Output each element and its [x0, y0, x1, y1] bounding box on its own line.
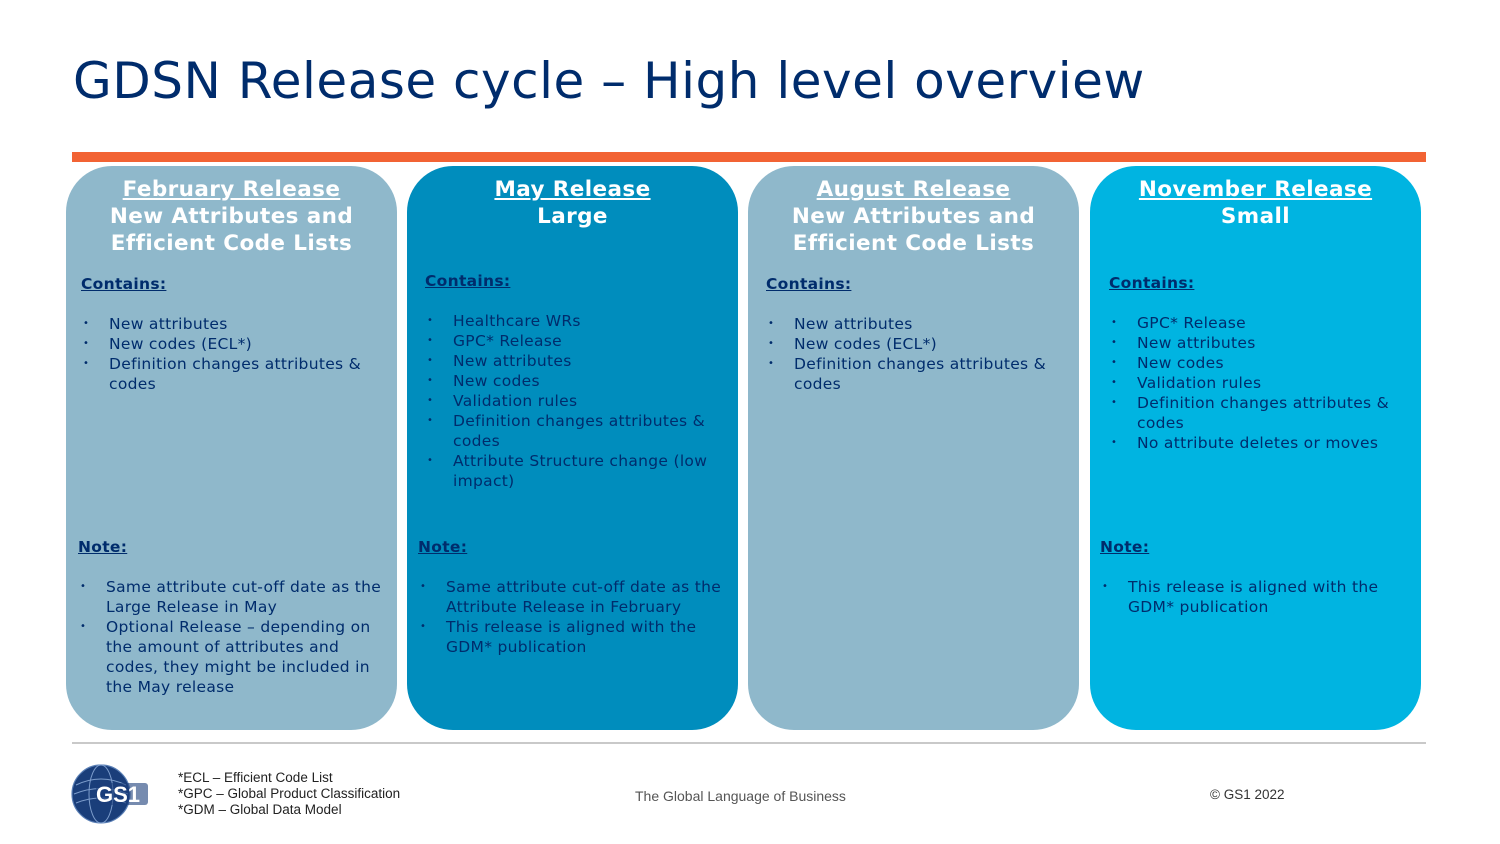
gs1-logo: GS1	[70, 763, 150, 829]
note-section: Note: • Same attribute cut-off date as th…	[418, 537, 732, 657]
contains-section: Contains: • GPC* Release • New attributes …	[1109, 273, 1411, 453]
footnote: *GDM – Global Data Model	[178, 802, 342, 817]
footnote: *ECL – Efficient Code List	[178, 770, 333, 785]
list-item: • Same attribute cut-off date as the Attr…	[420, 578, 722, 616]
release-subtitle: New Attributes and	[109, 204, 354, 229]
release-subtitle: Small	[1220, 204, 1291, 229]
contains-label: Contains:	[1109, 274, 1195, 292]
list-item: • GPC* Release	[1111, 314, 1247, 332]
card-february-release: February Release New Attributes and Effi…	[66, 166, 397, 730]
list-item: • New codes (ECL*)	[83, 335, 253, 353]
title-underline-bar	[72, 152, 1426, 162]
list-item: • Validation rules	[1111, 374, 1262, 392]
gs1-logo-icon: GS1	[71, 764, 148, 824]
list-item: • No attribute deletes or moves	[1111, 434, 1379, 452]
card-november-release: November Release Small Contains: • GPC* R…	[1090, 166, 1421, 730]
list-item: • Healthcare WRs	[427, 312, 581, 330]
card-heading: August Release New Attributes and Effici…	[748, 176, 1079, 257]
release-name: August Release	[816, 177, 1011, 202]
release-name: February Release	[122, 177, 341, 202]
card-heading: November Release Small	[1090, 176, 1421, 230]
list-item: • Attribute Structure change (low impact)	[427, 452, 708, 490]
list-item: • GPC* Release	[427, 332, 563, 350]
list-item: • New attributes	[768, 315, 913, 333]
list-item: • Definition changes attributes & codes	[83, 355, 362, 393]
release-subtitle: Large	[537, 204, 608, 229]
svg-text:GS1: GS1	[96, 782, 140, 807]
footnotes: *ECL – Efficient Code List *GPC – Global…	[178, 770, 400, 818]
list-item: • This release is aligned with the GDM* p…	[420, 618, 697, 656]
release-subtitle: Efficient Code Lists	[792, 231, 1035, 256]
contains-section: Contains: • New attributes • New codes (EC…	[81, 274, 387, 394]
list-item: • Definition changes attributes & codes	[768, 355, 1047, 393]
tagline: The Global Language of Business	[635, 788, 846, 804]
list-item: • New codes	[1111, 354, 1224, 372]
page-title: GDSN Release cycle – High level overview	[73, 52, 1145, 110]
card-may-release: May Release Large Contains: • Healthcare …	[407, 166, 738, 730]
list-item: • New codes (ECL*)	[768, 335, 938, 353]
list-item: • New attributes	[427, 352, 572, 370]
contains-section: Contains: • New attributes • New codes (EC…	[766, 274, 1069, 394]
card-august-release: August Release New Attributes and Effici…	[748, 166, 1079, 730]
footer-divider	[72, 742, 1426, 744]
note-section: Note: • This release is aligned with the …	[1100, 537, 1411, 617]
contains-section: Contains: • Healthcare WRs • GPC* Release …	[425, 271, 728, 491]
list-item: • This release is aligned with the GDM* p…	[1102, 578, 1379, 616]
contains-label: Contains:	[81, 275, 167, 293]
card-heading: February Release New Attributes and Effi…	[66, 176, 397, 257]
list-item: • Same attribute cut-off date as the Larg…	[80, 578, 382, 616]
list-item: • Definition changes attributes & codes	[1111, 394, 1390, 432]
note-label: Note:	[78, 538, 128, 556]
note-section: Note: • Same attribute cut-off date as th…	[78, 537, 387, 697]
contains-label: Contains:	[766, 275, 852, 293]
list-item: • Definition changes attributes & codes	[427, 412, 706, 450]
copyright: © GS1 2022	[1210, 787, 1285, 802]
note-label: Note:	[1100, 538, 1150, 556]
release-subtitle: Efficient Code Lists	[110, 231, 353, 256]
release-subtitle: New Attributes and	[791, 204, 1036, 229]
footnote: *GPC – Global Product Classification	[178, 786, 401, 801]
note-label: Note:	[418, 538, 468, 556]
list-item: • Validation rules	[427, 392, 578, 410]
card-heading: May Release Large	[407, 176, 738, 230]
list-item: • New codes	[427, 372, 540, 390]
list-item: • New attributes	[1111, 334, 1256, 352]
list-item: • Optional Release – depending on the amo…	[80, 618, 371, 696]
release-name: November Release	[1138, 177, 1373, 202]
contains-label: Contains:	[425, 272, 511, 290]
list-item: • New attributes	[83, 315, 228, 333]
release-name: May Release	[494, 177, 651, 202]
